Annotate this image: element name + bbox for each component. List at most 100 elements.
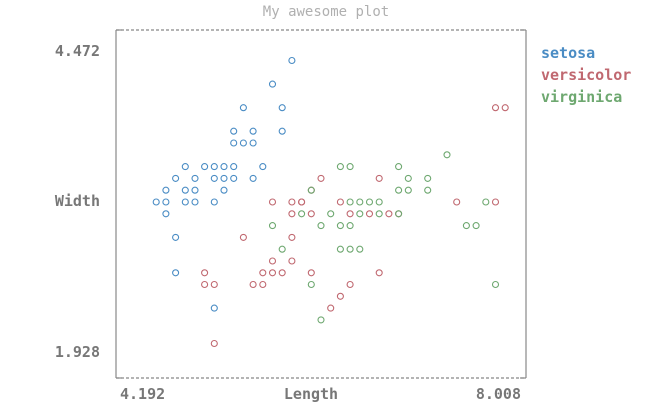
point-versicolor xyxy=(491,198,500,206)
point-setosa xyxy=(162,186,170,194)
point-virginica xyxy=(356,245,364,253)
point-virginica xyxy=(404,174,412,182)
point-setosa xyxy=(191,198,199,206)
point-versicolor xyxy=(336,198,344,206)
point-virginica xyxy=(424,186,432,194)
point-setosa xyxy=(210,304,218,312)
point-virginica xyxy=(491,280,500,289)
point-setosa xyxy=(268,80,277,88)
point-versicolor xyxy=(365,210,374,218)
x-tick-label-max: 8.008 xyxy=(476,385,521,403)
point-versicolor xyxy=(278,269,286,277)
point-virginica xyxy=(346,245,354,253)
point-versicolor xyxy=(210,280,218,289)
point-virginica xyxy=(307,186,315,194)
point-virginica xyxy=(395,163,403,171)
legend-item-setosa: setosa xyxy=(541,44,595,62)
point-virginica xyxy=(307,280,315,289)
point-virginica xyxy=(268,222,277,230)
legend-item-virginica: virginica xyxy=(541,88,622,106)
point-virginica xyxy=(462,222,470,230)
point-versicolor xyxy=(375,174,383,182)
point-versicolor xyxy=(268,257,277,265)
point-virginica xyxy=(443,151,451,159)
data-points xyxy=(152,56,509,348)
point-versicolor xyxy=(288,257,296,265)
point-versicolor xyxy=(307,269,315,277)
point-versicolor xyxy=(336,292,344,300)
x-tick-label-min: 4.192 xyxy=(120,385,165,403)
point-virginica xyxy=(346,198,354,206)
point-virginica xyxy=(327,210,335,218)
point-virginica xyxy=(336,222,344,230)
point-versicolor xyxy=(239,233,247,241)
point-virginica xyxy=(472,222,480,230)
point-setosa xyxy=(230,174,238,182)
point-setosa xyxy=(172,233,180,241)
point-setosa xyxy=(278,127,286,135)
point-setosa xyxy=(249,127,257,135)
point-versicolor xyxy=(288,198,296,206)
point-versicolor xyxy=(375,269,383,277)
y-axis-label: Width xyxy=(55,192,100,210)
legend-item-versicolor: versicolor xyxy=(541,66,631,84)
point-versicolor xyxy=(491,104,500,112)
point-versicolor xyxy=(259,280,267,289)
point-setosa xyxy=(249,139,257,147)
point-setosa xyxy=(162,198,170,206)
chart-title: My awesome plot xyxy=(263,4,389,20)
point-versicolor xyxy=(210,339,218,348)
point-setosa xyxy=(239,139,247,147)
point-setosa xyxy=(230,139,238,147)
point-versicolor xyxy=(288,210,296,218)
point-virginica xyxy=(424,174,432,182)
point-setosa xyxy=(210,198,218,206)
point-setosa xyxy=(239,104,247,112)
point-setosa xyxy=(249,174,257,182)
point-versicolor xyxy=(298,198,306,206)
point-setosa xyxy=(210,174,218,182)
point-setosa xyxy=(230,163,238,171)
point-setosa xyxy=(172,269,180,277)
point-setosa xyxy=(210,163,218,171)
point-setosa xyxy=(181,186,189,194)
point-setosa xyxy=(191,174,199,182)
point-versicolor xyxy=(268,269,277,277)
point-setosa xyxy=(162,210,170,218)
point-virginica xyxy=(298,210,306,218)
point-setosa xyxy=(152,198,160,206)
y-tick-label-max: 4.472 xyxy=(55,42,100,60)
plot-frame xyxy=(115,29,527,379)
point-virginica xyxy=(375,210,383,218)
point-setosa xyxy=(220,174,228,182)
point-virginica xyxy=(356,210,364,218)
point-virginica xyxy=(404,186,412,194)
point-versicolor xyxy=(385,210,393,218)
point-virginica xyxy=(375,198,383,206)
point-virginica xyxy=(356,198,364,206)
x-axis-label: Length xyxy=(284,385,338,403)
point-setosa xyxy=(181,198,189,206)
point-setosa xyxy=(230,127,238,135)
point-setosa xyxy=(220,163,228,171)
point-versicolor xyxy=(307,210,315,218)
point-virginica xyxy=(482,198,490,206)
point-versicolor xyxy=(501,104,509,112)
point-versicolor xyxy=(201,269,209,277)
point-setosa xyxy=(278,104,286,112)
y-tick-label-min: 1.928 xyxy=(55,343,100,361)
point-versicolor xyxy=(327,304,335,312)
point-setosa xyxy=(259,163,267,171)
point-virginica xyxy=(346,163,354,171)
point-setosa xyxy=(220,186,228,194)
point-virginica xyxy=(336,163,344,171)
point-versicolor xyxy=(268,198,277,206)
point-versicolor xyxy=(201,280,209,289)
point-versicolor xyxy=(346,280,354,289)
point-virginica xyxy=(317,222,325,230)
point-virginica xyxy=(317,316,325,324)
point-setosa xyxy=(201,163,209,171)
point-virginica xyxy=(346,222,354,230)
point-versicolor xyxy=(317,174,325,182)
